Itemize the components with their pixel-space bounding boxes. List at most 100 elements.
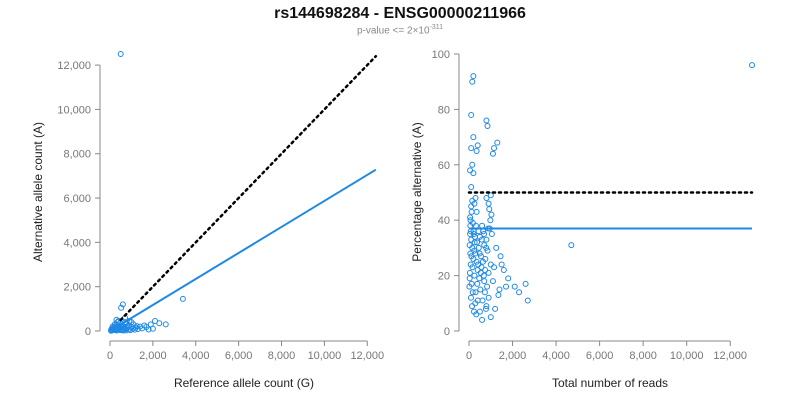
x-tick-label: 0 [466,350,472,362]
data-point [493,244,500,251]
data-point [468,145,475,152]
data-point [487,192,494,199]
x-tick-label: 10,000 [670,350,704,362]
data-point [485,294,492,301]
data-point [474,142,481,149]
x-tick-label: 10,000 [308,350,342,362]
data-point [477,253,484,260]
data-point [471,239,478,246]
data-point [524,297,531,304]
y-tick-label: 4,000 [63,237,91,249]
data-point [480,272,487,279]
data-point [484,123,491,130]
data-point [494,139,501,146]
y-tick-label: 80 [438,104,450,116]
page-title: rs144698284 - ENSG00000211966 [274,5,526,22]
data-point [473,208,480,215]
data-point [471,247,478,254]
data-point [483,244,490,251]
data-point [475,244,482,251]
data-point [145,326,152,333]
data-point [473,147,480,154]
data-point [466,269,473,276]
data-point [468,253,475,260]
pvalue-subtitle: p-value <= 2×10-311 [0,24,800,36]
data-point [468,203,475,210]
data-point [483,117,490,124]
data-point [469,197,476,204]
data-point [471,233,478,240]
y-tick-label: 0 [85,326,91,338]
data-point [476,308,483,315]
fit-line [109,168,377,332]
data-point [466,242,473,249]
data-point [470,170,477,177]
data-point [478,236,485,243]
data-point [488,211,495,218]
y-tick-label: 60 [438,160,450,172]
y-axis-label: Percentage alternative (A) [410,122,424,261]
x-tick-label: 2,000 [139,350,167,362]
data-point [511,283,518,290]
data-point [117,51,124,57]
data-point [486,206,493,213]
data-point [470,231,477,238]
data-point [466,275,473,282]
data-point [491,264,498,271]
data-point [470,73,477,80]
data-point [487,217,494,224]
data-point [477,269,484,276]
y-tick-label: 10,000 [57,104,91,116]
data-point [479,297,486,304]
y-tick-label: 0 [444,326,450,338]
data-point [479,222,486,229]
data-point [478,264,485,271]
data-point [487,314,494,321]
data-point [466,283,473,290]
data-point [467,214,474,221]
data-point [468,208,475,215]
y-tick-label: 40 [438,215,450,227]
data-point [469,161,476,168]
y-axis-label: Alternative allele count (A) [31,122,45,262]
data-point [149,325,156,332]
data-point [472,289,479,296]
data-point [162,321,169,328]
y-tick-label: 12,000 [57,60,91,72]
y-tick-label: 6,000 [63,193,91,205]
x-tick-label: 6,000 [586,350,614,362]
data-point [134,326,141,333]
data-point [467,217,474,224]
data-point [472,222,479,229]
data-point [469,303,476,310]
data-point [481,289,488,296]
data-point [484,247,491,254]
data-point [476,275,483,282]
x-tick-label: 0 [107,350,113,362]
data-point [496,286,503,293]
panel-2: 0 2,000 4,000 6,000 8,000 10,000 12,000 0 20 40 60… [410,49,755,390]
pvalue-exponent: -311 [429,24,444,31]
data-point [516,289,523,296]
data-point [482,305,489,312]
data-point [119,301,126,308]
data-point [483,303,490,310]
data-point [491,145,498,152]
data-point [118,304,125,311]
data-point [489,150,496,157]
x-axis-label: Reference allele count (G) [174,376,314,390]
data-point [476,250,483,257]
data-point [469,78,476,85]
reference-line [119,54,378,322]
data-point [467,294,474,301]
data-point [133,323,140,330]
data-point [128,319,135,326]
data-point [472,195,479,202]
x-tick-label: 8,000 [268,350,296,362]
x-tick-label: 4,000 [182,350,210,362]
data-point [522,280,529,287]
x-tick-label: 8,000 [629,350,657,362]
x-tick-label: 12,000 [350,350,384,362]
data-point [503,283,510,290]
data-point [479,316,486,323]
